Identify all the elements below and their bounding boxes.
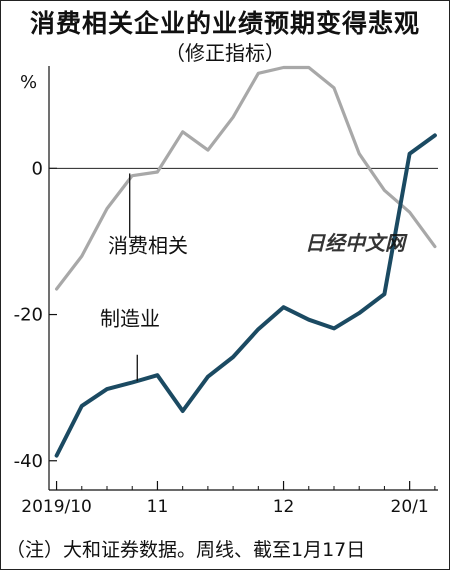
x-tick-label: 20/1: [391, 497, 429, 517]
x-tick-label: 11: [147, 497, 169, 517]
y-unit-label: %: [20, 72, 37, 93]
y-tick-label: -40: [14, 451, 43, 472]
chart-title: 消费相关企业的业绩预期变得悲观: [29, 9, 420, 38]
source-note: （注）大和证券数据。周线、截至1月17日: [6, 539, 366, 561]
watermark-text: 日经中文网: [305, 231, 408, 255]
chart-subtitle: （修正指标）: [165, 41, 285, 65]
annotation-label-manufacturing: 制造业: [100, 307, 160, 331]
x-tick-label: 12: [273, 497, 295, 517]
series-line-manufacturing: [54, 133, 437, 458]
y-tick-label: 0: [32, 158, 43, 179]
annotation-label-consumer: 消费相关: [108, 233, 188, 257]
x-tick-label: 2019/10: [21, 497, 92, 517]
y-tick-label: -20: [14, 305, 43, 326]
series-line-consumer: [54, 65, 437, 291]
